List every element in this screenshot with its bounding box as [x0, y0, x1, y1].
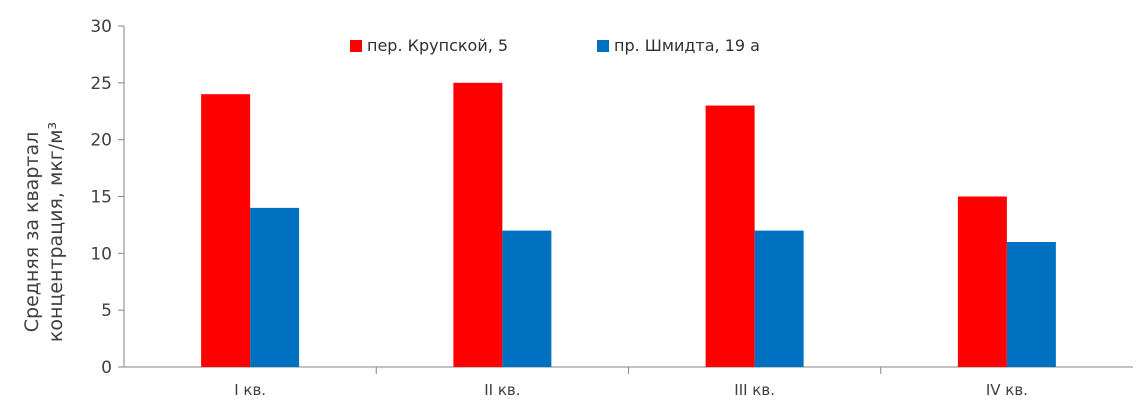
bars	[201, 82, 1056, 368]
y-tick-label: 25	[90, 74, 112, 94]
x-tick-label: II кв.	[484, 381, 520, 399]
bar	[1006, 241, 1056, 367]
y-axis-title: Средняя за квартал концентрация, мкг/м³	[21, 122, 67, 342]
y-tick-label: 5	[101, 301, 112, 321]
legend: пер. Крупской, 5 пр. Шмидта, 19 а	[350, 36, 760, 55]
bar	[201, 94, 251, 367]
y-tick-label: 15	[90, 188, 112, 208]
y-axis-ticks: 0 5 10 15 20 25 30	[90, 17, 124, 378]
bar	[250, 207, 300, 367]
x-tick-label: III кв.	[734, 381, 775, 399]
legend-swatch	[350, 40, 362, 52]
bar	[453, 82, 503, 367]
x-tick-label: IV кв.	[986, 381, 1028, 399]
x-axis-labels: I кв. II кв. III кв. IV кв.	[234, 381, 1028, 399]
y-tick-label: 10	[90, 244, 112, 264]
bar	[705, 105, 755, 368]
y-tick-label: 20	[90, 131, 112, 151]
legend-label: пр. Шмидта, 19 а	[614, 36, 760, 55]
x-tick-label: I кв.	[234, 381, 266, 399]
y-axis-title-line-1: Средняя за квартал	[21, 132, 43, 333]
legend-label: пер. Крупской, 5	[367, 36, 508, 55]
bar	[957, 196, 1007, 367]
bar	[502, 230, 552, 367]
y-tick-label: 30	[90, 17, 112, 37]
y-tick-label: 0	[101, 358, 112, 378]
y-axis-title-line-2: концентрация, мкг/м³	[45, 122, 67, 342]
legend-swatch	[597, 40, 609, 52]
bar	[754, 230, 804, 367]
